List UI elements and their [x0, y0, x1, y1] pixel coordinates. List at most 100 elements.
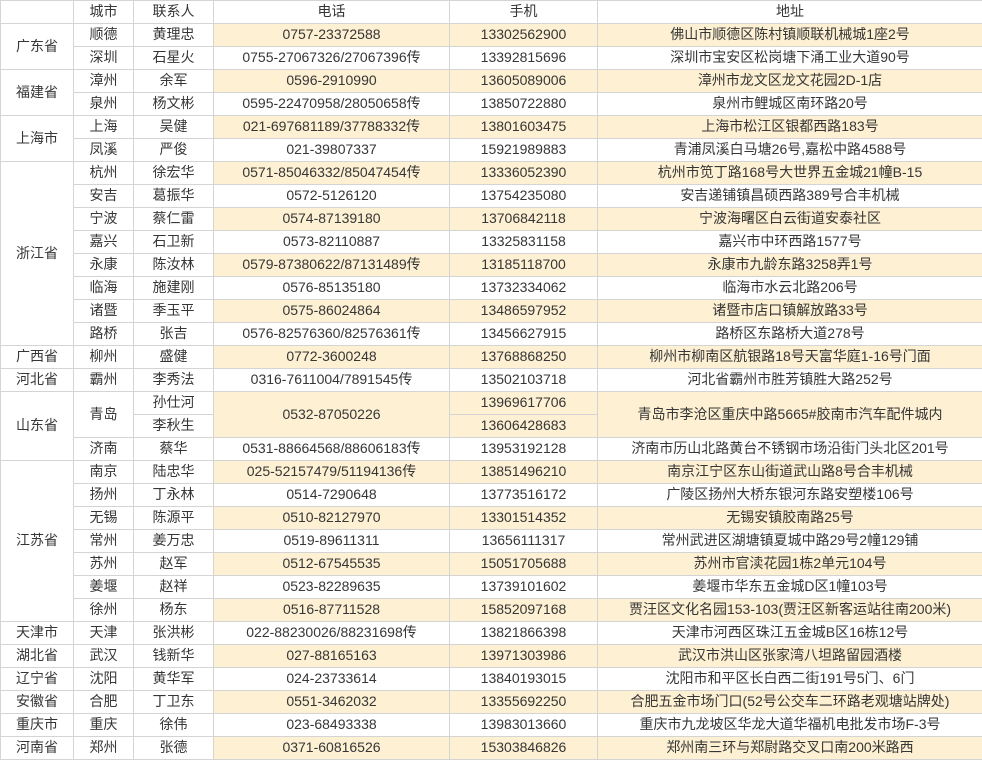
phone-cell[interactable]: 0576-82576360/82576361传: [213, 322, 450, 346]
phone-cell[interactable]: 0575-86024864: [213, 299, 450, 323]
mobile-cell[interactable]: 13739101602: [449, 575, 598, 599]
phone-cell[interactable]: 024-23733614: [213, 667, 450, 691]
city-cell[interactable]: 上海: [73, 115, 134, 139]
address-cell[interactable]: 常州武进区湖塘镇夏城中路29号2幢129铺: [597, 529, 982, 553]
contact-cell[interactable]: 赵军: [133, 552, 214, 576]
contact-cell[interactable]: 蔡华: [133, 437, 214, 461]
city-cell[interactable]: 苏州: [73, 552, 134, 576]
contact-cell[interactable]: 徐宏华: [133, 161, 214, 185]
address-cell[interactable]: 诸暨市店口镇解放路33号: [597, 299, 982, 323]
mobile-cell[interactable]: 13656111317: [449, 529, 598, 553]
province-cell[interactable]: 安徽省: [0, 690, 74, 714]
province-cell[interactable]: 河北省: [0, 368, 74, 392]
city-cell[interactable]: 武汉: [73, 644, 134, 668]
city-cell[interactable]: 顺德: [73, 23, 134, 47]
address-cell[interactable]: 安吉递铺镇昌硕西路389号合丰机械: [597, 184, 982, 208]
mobile-cell[interactable]: 15303846826: [449, 736, 598, 760]
address-cell[interactable]: 嘉兴市中环西路1577号: [597, 230, 982, 254]
phone-cell[interactable]: 0757-23372588: [213, 23, 450, 47]
city-cell[interactable]: 霸州: [73, 368, 134, 392]
phone-cell[interactable]: 0523-82289635: [213, 575, 450, 599]
city-cell[interactable]: 嘉兴: [73, 230, 134, 254]
mobile-cell[interactable]: 13773516172: [449, 483, 598, 507]
contact-cell[interactable]: 施建刚: [133, 276, 214, 300]
city-cell[interactable]: 泉州: [73, 92, 134, 116]
city-cell[interactable]: 扬州: [73, 483, 134, 507]
city-cell[interactable]: 凤溪: [73, 138, 134, 162]
phone-cell[interactable]: 0755-27067326/27067396传: [213, 46, 450, 70]
contact-cell[interactable]: 石星火: [133, 46, 214, 70]
city-cell[interactable]: 临海: [73, 276, 134, 300]
mobile-cell[interactable]: 13185118700: [449, 253, 598, 277]
mobile-cell[interactable]: 13754235080: [449, 184, 598, 208]
phone-cell[interactable]: 027-88165163: [213, 644, 450, 668]
phone-cell[interactable]: 025-52157479/51194136传: [213, 460, 450, 484]
contact-cell[interactable]: 孙仕河: [133, 391, 214, 415]
header-phone[interactable]: 电话: [213, 0, 450, 24]
province-cell[interactable]: 广东省: [0, 23, 74, 70]
mobile-cell[interactable]: 13301514352: [449, 506, 598, 530]
address-cell[interactable]: 深圳市宝安区松岗塘下涌工业大道90号: [597, 46, 982, 70]
city-cell[interactable]: 柳州: [73, 345, 134, 369]
mobile-cell[interactable]: 13953192128: [449, 437, 598, 461]
header-contact[interactable]: 联系人: [133, 0, 214, 24]
address-cell[interactable]: 郑州南三环与郑尉路交叉口南200米路西: [597, 736, 982, 760]
province-cell[interactable]: 浙江省: [0, 161, 74, 346]
city-cell[interactable]: 深圳: [73, 46, 134, 70]
contact-cell[interactable]: 姜万忠: [133, 529, 214, 553]
contact-cell[interactable]: 李秋生: [133, 414, 214, 438]
contact-cell[interactable]: 赵祥: [133, 575, 214, 599]
contact-cell[interactable]: 陈源平: [133, 506, 214, 530]
contact-cell[interactable]: 盛健: [133, 345, 214, 369]
address-cell[interactable]: 青岛市李沧区重庆中路5665#胶南市汽车配件城内: [597, 391, 982, 438]
city-cell[interactable]: 姜堰: [73, 575, 134, 599]
mobile-cell[interactable]: 13821866398: [449, 621, 598, 645]
city-cell[interactable]: 常州: [73, 529, 134, 553]
phone-cell[interactable]: 0579-87380622/87131489传: [213, 253, 450, 277]
phone-cell[interactable]: 0596-2910990: [213, 69, 450, 93]
contact-cell[interactable]: 张吉: [133, 322, 214, 346]
phone-cell[interactable]: 022-88230026/88231698传: [213, 621, 450, 645]
phone-cell[interactable]: 0595-22470958/28050658传: [213, 92, 450, 116]
province-cell[interactable]: 辽宁省: [0, 667, 74, 691]
address-cell[interactable]: 广陵区扬州大桥东银河东路安塑楼106号: [597, 483, 982, 507]
city-cell[interactable]: 南京: [73, 460, 134, 484]
contact-cell[interactable]: 余军: [133, 69, 214, 93]
header-address[interactable]: 地址: [597, 0, 982, 24]
city-cell[interactable]: 郑州: [73, 736, 134, 760]
address-cell[interactable]: 临海市水云北路206号: [597, 276, 982, 300]
contact-cell[interactable]: 陆忠华: [133, 460, 214, 484]
city-cell[interactable]: 沈阳: [73, 667, 134, 691]
address-cell[interactable]: 南京江宁区东山街道武山路8号合丰机械: [597, 460, 982, 484]
phone-cell[interactable]: 021-697681189/37788332传: [213, 115, 450, 139]
city-cell[interactable]: 宁波: [73, 207, 134, 231]
header-city[interactable]: 城市: [73, 0, 134, 24]
contact-cell[interactable]: 石卫新: [133, 230, 214, 254]
address-cell[interactable]: 泉州市鲤城区南环路20号: [597, 92, 982, 116]
mobile-cell[interactable]: 13336052390: [449, 161, 598, 185]
contact-cell[interactable]: 杨东: [133, 598, 214, 622]
city-cell[interactable]: 永康: [73, 253, 134, 277]
city-cell[interactable]: 安吉: [73, 184, 134, 208]
address-cell[interactable]: 姜堰市华东五金城D区1幢103号: [597, 575, 982, 599]
mobile-cell[interactable]: 13706842118: [449, 207, 598, 231]
address-cell[interactable]: 沈阳市和平区长白西二街191号5门、6门: [597, 667, 982, 691]
contact-cell[interactable]: 黄理忠: [133, 23, 214, 47]
mobile-cell[interactable]: 13355692250: [449, 690, 598, 714]
address-cell[interactable]: 佛山市顺德区陈村镇顺联机械城1座2号: [597, 23, 982, 47]
mobile-cell[interactable]: 13850722880: [449, 92, 598, 116]
province-cell[interactable]: 广西省: [0, 345, 74, 369]
phone-cell[interactable]: 0574-87139180: [213, 207, 450, 231]
address-cell[interactable]: 合肥五金市场门口(52号公交车二环路老观塘站牌处): [597, 690, 982, 714]
address-cell[interactable]: 济南市历山北路黄台不锈钢市场沿街门头北区201号: [597, 437, 982, 461]
mobile-cell[interactable]: 13606428683: [449, 414, 598, 438]
city-cell[interactable]: 漳州: [73, 69, 134, 93]
mobile-cell[interactable]: 13840193015: [449, 667, 598, 691]
province-cell[interactable]: 天津市: [0, 621, 74, 645]
city-cell[interactable]: 路桥: [73, 322, 134, 346]
phone-cell[interactable]: 0573-82110887: [213, 230, 450, 254]
address-cell[interactable]: 柳州市柳南区航银路18号天富华庭1-16号门面: [597, 345, 982, 369]
city-cell[interactable]: 重庆: [73, 713, 134, 737]
mobile-cell[interactable]: 13969617706: [449, 391, 598, 415]
contact-cell[interactable]: 钱新华: [133, 644, 214, 668]
